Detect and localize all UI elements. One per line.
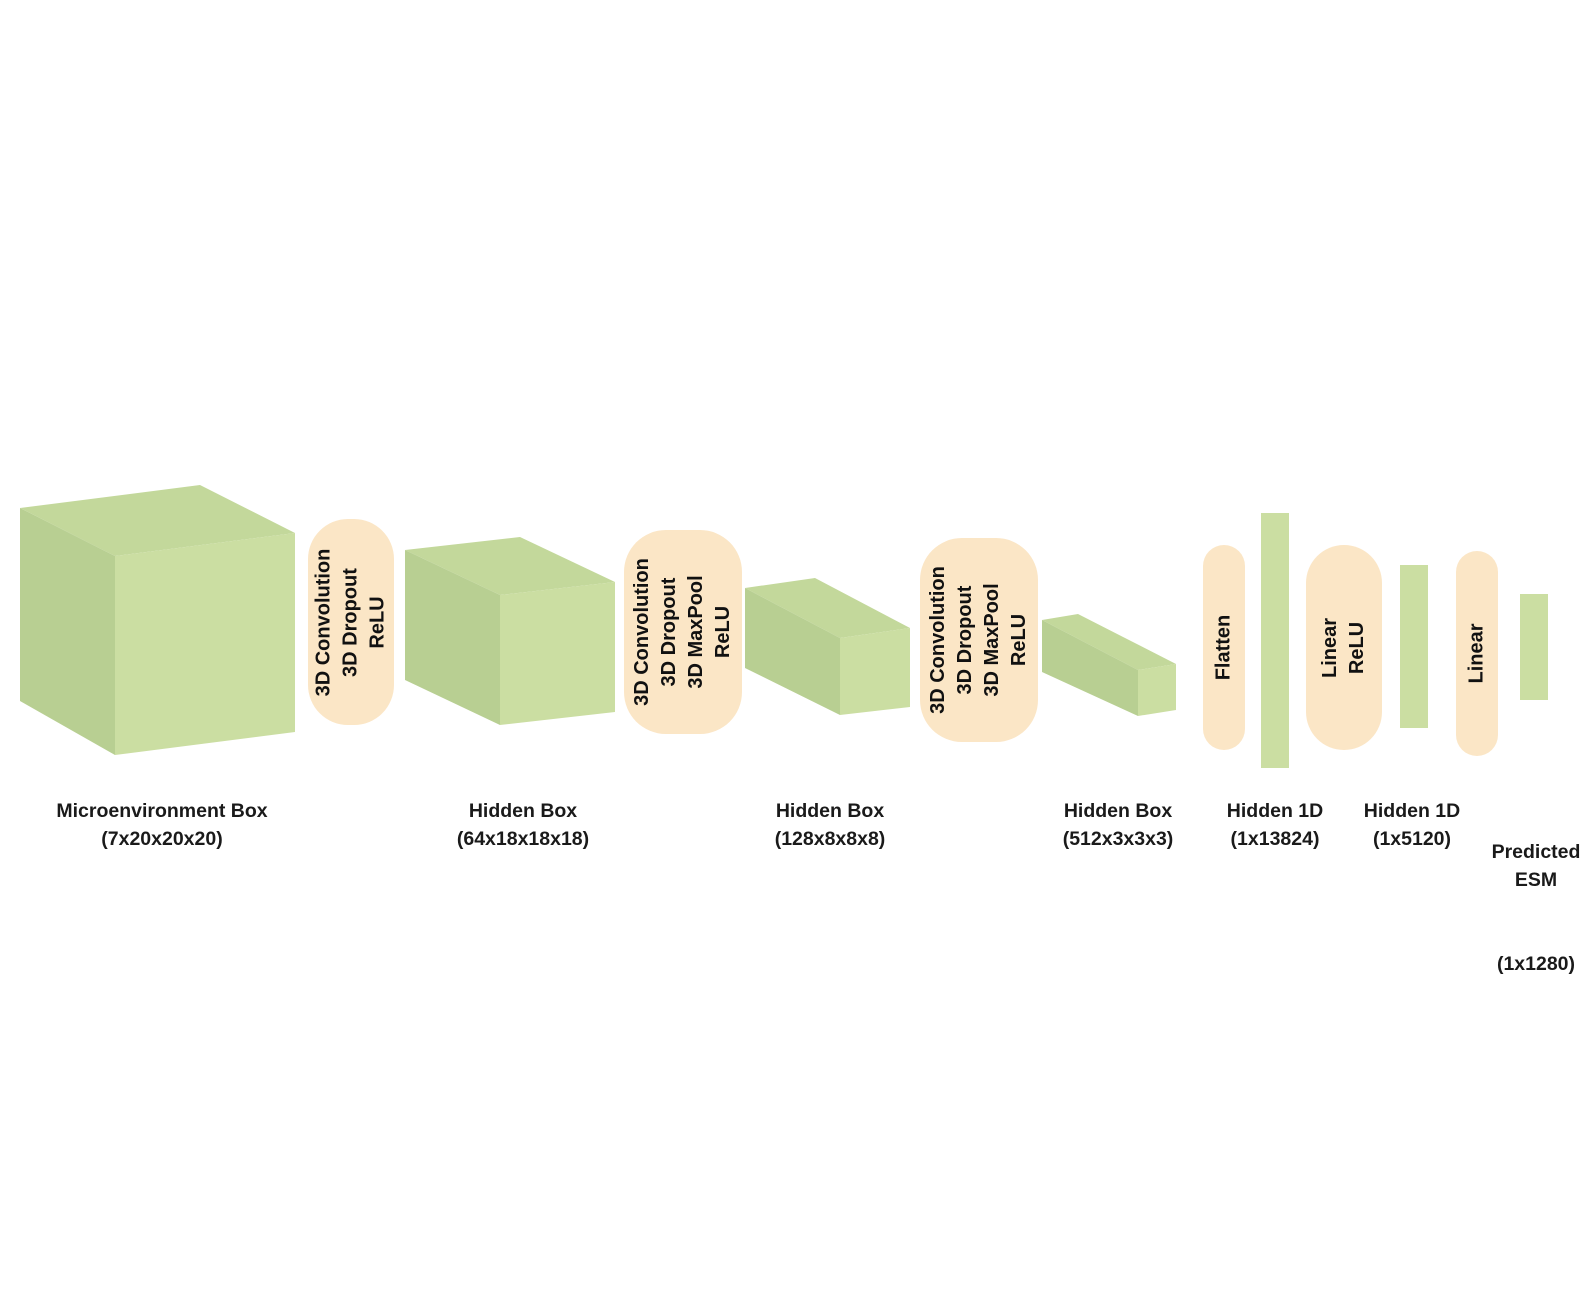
layer-label-hidden-1d-2: Hidden 1D (1x5120): [1364, 797, 1460, 853]
layer-name: Hidden 1D: [1226, 800, 1324, 822]
op-label: 3D Convolution 3D Dropout 3D MaxPool ReL…: [927, 566, 1031, 714]
layer-name: Hidden Box: [468, 800, 578, 822]
box-side-face: [20, 508, 115, 755]
layer-shape: (128x8x8x8): [774, 828, 886, 850]
op-label: Flatten: [1212, 614, 1235, 681]
layer-name: Hidden 1D: [1363, 800, 1461, 822]
box-top-face: [745, 578, 910, 638]
op-label: 3D Convolution 3D Dropout 3D MaxPool ReL…: [631, 558, 735, 706]
op-linear-relu: Linear ReLU: [1306, 545, 1382, 750]
op-conv-dropout-maxpool-relu-2: 3D Convolution 3D Dropout 3D MaxPool ReL…: [920, 538, 1038, 742]
layer-name: Microenvironment Box: [56, 800, 268, 822]
layer-label-hidden-box-1: Hidden Box (64x18x18x18): [457, 797, 589, 853]
layer-label-predicted-esm: Predicted ESM (1x1280): [1492, 782, 1581, 1034]
op-conv-dropout-maxpool-relu-1: 3D Convolution 3D Dropout 3D MaxPool ReL…: [624, 530, 742, 734]
box-side-face: [745, 588, 840, 715]
layer-shape: (1x1280): [1496, 953, 1576, 975]
layer-name: Hidden Box: [775, 800, 885, 822]
op-flatten: Flatten: [1203, 545, 1245, 750]
layer-shape: (1x5120): [1372, 828, 1452, 850]
op-conv-dropout-relu: 3D Convolution 3D Dropout ReLU: [308, 519, 394, 725]
box-front-face: [840, 628, 910, 715]
op-label: Linear ReLU: [1319, 617, 1368, 678]
box-front-face: [500, 582, 615, 725]
layer-shape: (7x20x20x20): [101, 828, 223, 850]
box-side-face: [1042, 620, 1138, 716]
layer-label-hidden-box-3: Hidden Box (512x3x3x3): [1063, 797, 1174, 853]
vector-predicted-esm: [1520, 594, 1548, 700]
layer-box-hidden-2: [745, 578, 910, 715]
vector-hidden-1d-5120: [1400, 565, 1428, 728]
box-top-face: [20, 485, 295, 556]
layer-box-hidden-3: [1042, 614, 1176, 716]
op-label: 3D Convolution 3D Dropout ReLU: [312, 548, 389, 696]
layer-name: Predicted ESM: [1491, 841, 1581, 891]
vector-hidden-1d-13824: [1261, 513, 1289, 768]
layer-name: Hidden Box: [1063, 800, 1173, 822]
box-top-face: [405, 537, 615, 595]
box-top-face: [1042, 614, 1176, 670]
layer-label-hidden-1d-1: Hidden 1D (1x13824): [1227, 797, 1323, 853]
box-side-face: [405, 550, 500, 725]
op-linear: Linear: [1456, 551, 1498, 756]
layer-label-hidden-box-2: Hidden Box (128x8x8x8): [775, 797, 886, 853]
layer-box-microenvironment: [20, 485, 295, 755]
layer-box-hidden-1: [405, 537, 615, 725]
box-front-face: [115, 533, 295, 755]
layer-shape: (512x3x3x3): [1062, 828, 1174, 850]
layer-label-microenvironment: Microenvironment Box (7x20x20x20): [56, 797, 267, 853]
box-front-face: [1138, 664, 1176, 716]
op-label: Linear: [1465, 623, 1488, 684]
layer-shape: (1x13824): [1230, 828, 1320, 850]
layer-shape: (64x18x18x18): [456, 828, 590, 850]
